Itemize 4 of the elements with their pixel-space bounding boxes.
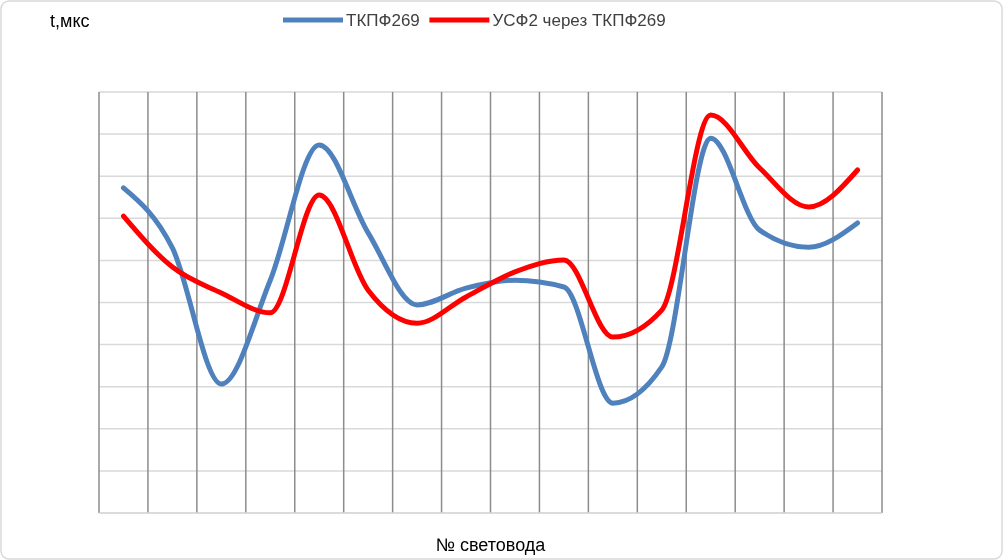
- x-axis-title: № световода: [435, 535, 547, 555]
- y-axis-title: t,мкс: [50, 11, 90, 31]
- legend-label: УСФ2 через ТКПФ269: [492, 11, 666, 30]
- legend-label: ТКПФ269: [346, 11, 420, 30]
